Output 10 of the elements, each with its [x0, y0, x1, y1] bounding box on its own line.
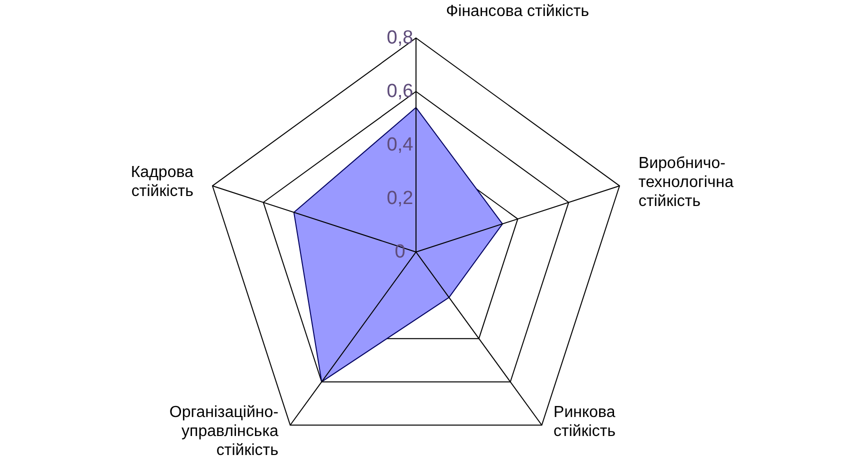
y-tick-label: 0 — [394, 242, 406, 262]
spoke-label: Організаційно-управлінська стійкість — [169, 404, 279, 460]
y-tick-label: 0,4 — [386, 134, 414, 156]
spoke-label: Фінансова стійкість — [446, 3, 590, 20]
y-tick-label: 0,2 — [386, 188, 414, 209]
spoke-label: Кадрова стійкість — [130, 164, 194, 200]
y-tick-label: 0,8 — [386, 28, 414, 48]
spoke-label: Ринкова стійкість — [554, 404, 616, 440]
spoke-label: Виробничо-технологічна стійкість — [638, 154, 734, 210]
y-tick-label: 0,6 — [386, 81, 414, 102]
